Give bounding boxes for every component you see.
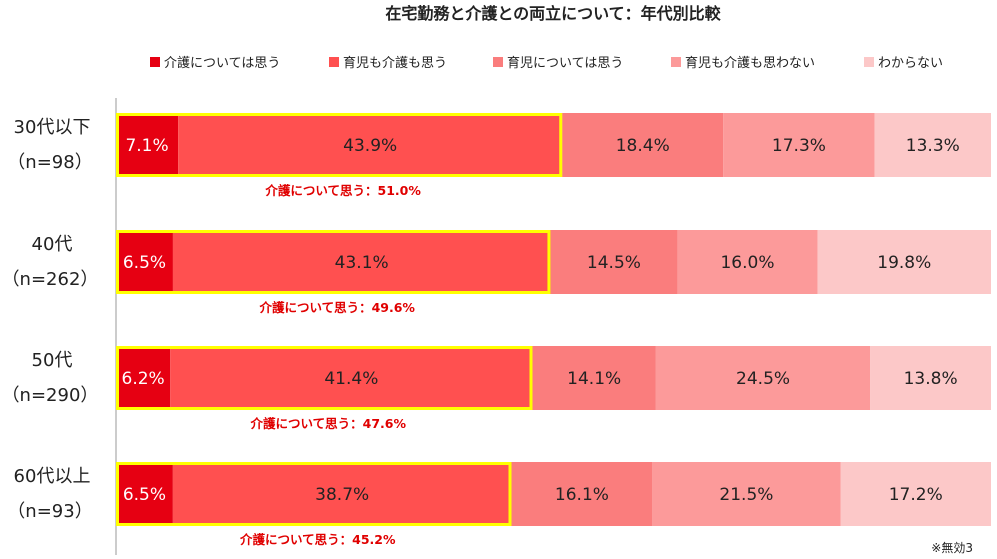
highlight-box-2 xyxy=(116,346,533,410)
bar-segment-0-4 xyxy=(874,113,991,177)
value-label-3-3: 21.5% xyxy=(719,485,773,505)
bar-segment-0-1 xyxy=(178,113,563,177)
value-label-0-4: 13.3% xyxy=(906,136,960,156)
legend-label-4: わからない xyxy=(878,56,943,71)
value-label-0-1: 43.9% xyxy=(343,136,397,156)
value-label-1-4: 19.8% xyxy=(877,253,931,273)
bar-segment-0-3 xyxy=(723,113,875,177)
legend-swatch-4 xyxy=(864,57,874,67)
highlight-box-0 xyxy=(116,113,563,177)
value-label-2-2: 14.1% xyxy=(567,369,621,389)
bar-segment-1-4 xyxy=(817,230,991,294)
legend-swatch-2 xyxy=(493,57,503,67)
highlight-label-1: 介護について思う：49.6% xyxy=(258,300,415,315)
legend: 介護については思う 育児も介護も思う 育児については思う 育児も介護も思わない わからな… xyxy=(150,55,943,71)
legend-swatch-0 xyxy=(150,57,160,67)
value-label-3-2: 16.1% xyxy=(555,485,609,505)
bar-segment-2-4 xyxy=(870,346,991,410)
bar-segment-3-1 xyxy=(172,462,512,526)
bars-group: 7.1% 43.9% 18.4% 17.3% 13.3% 介護について思う：51.0% 30… xyxy=(2,113,991,547)
legend-label-0: 介護については思う xyxy=(164,55,280,71)
bar-segment-3-0 xyxy=(116,462,173,526)
value-label-0-2: 18.4% xyxy=(616,136,670,156)
legend-swatch-3 xyxy=(671,57,681,67)
bar-segment-3-3 xyxy=(652,462,841,526)
value-label-0-3: 17.3% xyxy=(772,136,826,156)
value-label-2-4: 13.8% xyxy=(904,369,958,389)
bar-segment-3-2 xyxy=(511,462,653,526)
highlight-label-0: 介護について思う：51.0% xyxy=(264,183,421,198)
category-n-3: （n=93） xyxy=(7,501,92,522)
value-label-2-0: 6.2% xyxy=(122,369,165,389)
legend-swatch-1 xyxy=(329,57,339,67)
bar-segment-1-0 xyxy=(116,230,173,294)
value-label-1-1: 43.1% xyxy=(335,253,389,273)
legend-label-1: 育児も介護も思う xyxy=(343,55,447,71)
footnote: ※無効3 xyxy=(931,540,973,555)
bar-segment-0-2 xyxy=(562,113,724,177)
bar-segment-1-2 xyxy=(550,230,678,294)
value-label-1-3: 16.0% xyxy=(720,253,774,273)
bar-segment-2-1 xyxy=(170,346,533,410)
category-n-1: （n=262） xyxy=(2,269,99,290)
bar-segment-1-3 xyxy=(677,230,818,294)
value-label-2-3: 24.5% xyxy=(736,369,790,389)
bar-segment-1-1 xyxy=(172,230,551,294)
value-label-3-4: 17.2% xyxy=(889,485,943,505)
value-label-1-0: 6.5% xyxy=(123,253,166,273)
category-n-0: （n=98） xyxy=(7,152,92,173)
bar-segment-2-0 xyxy=(116,346,171,410)
value-label-2-1: 41.4% xyxy=(324,369,378,389)
highlight-box-3 xyxy=(116,462,512,526)
bar-segment-2-2 xyxy=(532,346,656,410)
value-label-3-1: 38.7% xyxy=(315,485,369,505)
legend-label-2: 育児については思う xyxy=(507,55,623,71)
bar-segment-2-3 xyxy=(655,346,871,410)
value-label-3-0: 6.5% xyxy=(123,485,166,505)
category-label-1: 40代 xyxy=(32,234,73,255)
value-label-1-2: 14.5% xyxy=(587,253,641,273)
highlight-box-1 xyxy=(116,230,551,294)
category-label-0: 30代以下 xyxy=(14,117,91,138)
bar-segment-0-0 xyxy=(116,113,179,177)
highlight-label-3: 介護について思う：45.2% xyxy=(239,532,396,547)
category-n-2: （n=290） xyxy=(2,385,99,406)
legend-label-3: 育児も介護も思わない xyxy=(685,55,815,71)
chart-title: 在宅勤務と介護との両立について：年代別比較 xyxy=(385,4,721,23)
category-label-3: 60代以上 xyxy=(14,466,91,487)
highlight-label-2: 介護について思う：47.6% xyxy=(250,416,407,431)
bar-segment-3-4 xyxy=(840,462,991,526)
category-label-2: 50代 xyxy=(32,350,73,371)
value-label-0-0: 7.1% xyxy=(125,136,168,156)
